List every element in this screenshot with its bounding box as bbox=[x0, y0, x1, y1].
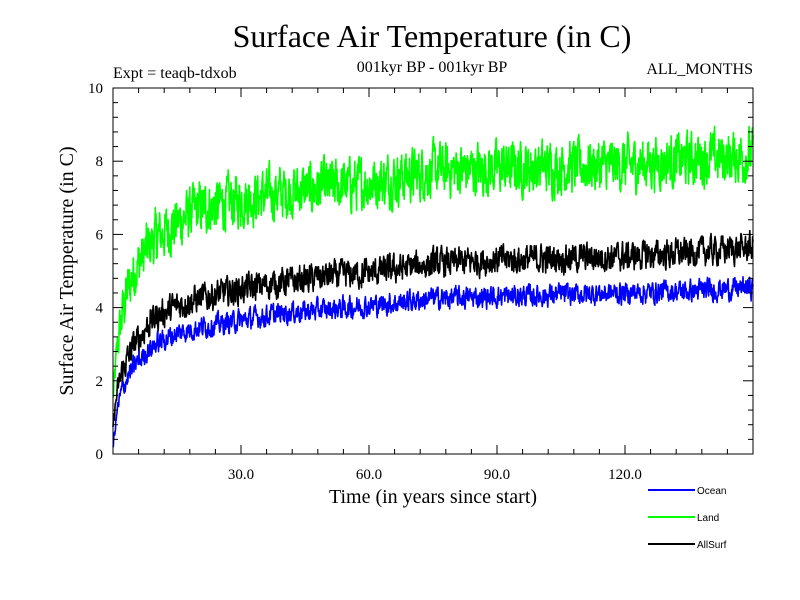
x-tick-label: 60.0 bbox=[356, 467, 382, 483]
x-axis-label: Time (in years since start) bbox=[329, 486, 537, 508]
y-axis-label: Surface Air Temperature (in C) bbox=[56, 146, 78, 395]
y-tick-label: 10 bbox=[88, 81, 103, 97]
y-tick-label: 2 bbox=[96, 374, 104, 390]
y-tick-label: 0 bbox=[96, 447, 104, 463]
series-line-ocean bbox=[112, 276, 754, 448]
x-tick-label: 30.0 bbox=[228, 467, 254, 483]
legend-label: AllSurf bbox=[697, 540, 727, 551]
subtitle-right: ALL_MONTHS bbox=[646, 61, 753, 78]
y-tick-label: 6 bbox=[96, 227, 104, 243]
subtitle-center: 001kyr BP - 001kyr BP bbox=[357, 59, 508, 76]
legend-item-land: Land bbox=[648, 513, 719, 524]
legend-label: Land bbox=[697, 513, 719, 524]
series-line-land bbox=[112, 125, 754, 398]
y-tick-label: 8 bbox=[96, 154, 104, 170]
y-tick-label: 4 bbox=[96, 301, 104, 317]
series-line-allsurf bbox=[112, 229, 754, 428]
legend-label: Ocean bbox=[697, 486, 726, 497]
series-layer bbox=[112, 125, 754, 448]
x-tick-label: 90.0 bbox=[484, 467, 510, 483]
ticks-layer: 30.0 60.0 90.0 120.0 0 2 4 6 8 10 bbox=[88, 81, 754, 483]
legend-item-allsurf: AllSurf bbox=[648, 540, 727, 551]
legend-item-ocean: Ocean bbox=[648, 486, 726, 497]
x-tick-label: 120.0 bbox=[608, 467, 642, 483]
chart-title: Surface Air Temperature (in C) bbox=[233, 18, 632, 54]
legend: Ocean Land AllSurf bbox=[648, 486, 727, 551]
subtitle-left: Expt = teaqb-tdxob bbox=[113, 65, 237, 82]
plot-frame bbox=[112, 87, 754, 455]
